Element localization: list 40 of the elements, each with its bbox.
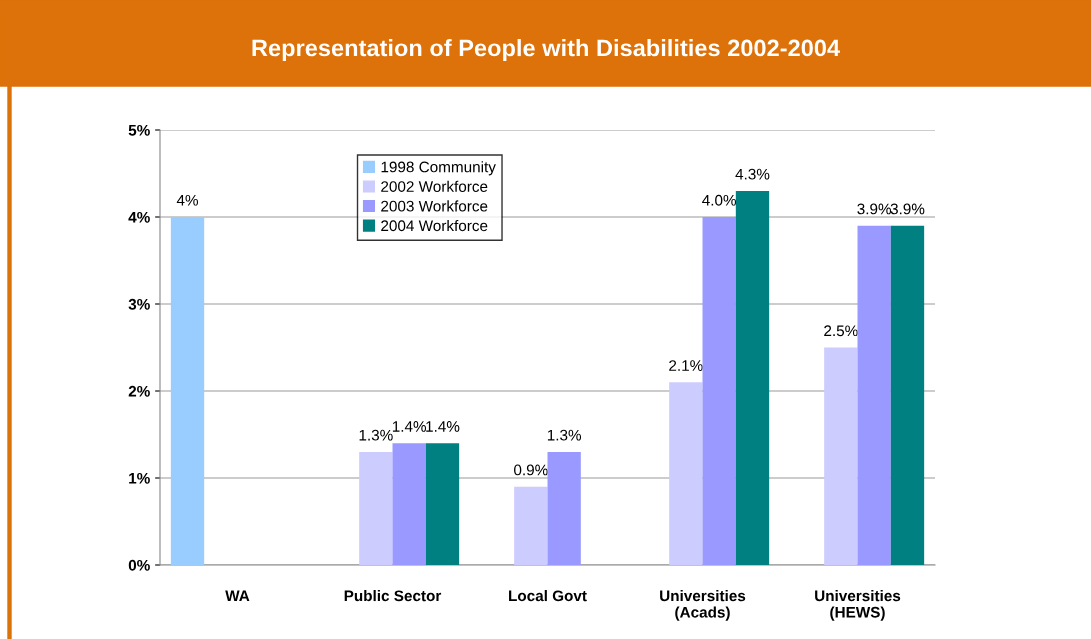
chart-title: Representation of People with Disabilities 2002-2004: [252, 39, 840, 62]
x-tick-label: Universities (Acads): [660, 590, 746, 621]
bar: [702, 217, 736, 565]
y-tick-label: 0%: [128, 559, 150, 571]
data-label: 2.1%: [669, 360, 703, 371]
data-label: 2.5%: [824, 325, 858, 337]
y-tick-label: 5%: [128, 124, 150, 136]
y-tick-label: 2%: [128, 385, 150, 397]
data-label: 1.4%: [392, 421, 427, 432]
data-label: 4%: [176, 194, 199, 206]
data-label: 4.0%: [702, 194, 737, 206]
bar: [170, 217, 205, 565]
bar: [547, 451, 581, 565]
x-tick-label: Universities (HEWS): [815, 590, 901, 621]
legend-label: 1998 Community: [381, 161, 496, 176]
bar: [392, 443, 426, 565]
legend-label: 2002 Workforce: [381, 180, 488, 192]
legend-label: 2004 Workforce: [381, 219, 488, 232]
bar: [890, 225, 925, 565]
x-tick-label: WA: [225, 590, 250, 602]
bar: [857, 225, 891, 565]
x-tick-label: Public Sector: [344, 590, 442, 602]
data-label: 1.3%: [547, 429, 582, 441]
data-label: 1.3%: [359, 429, 393, 441]
x-tick-label: Local Govt: [509, 590, 587, 602]
y-tick-label: 3%: [128, 298, 150, 310]
y-tick-label: 4%: [128, 211, 150, 223]
data-label: 3.9%: [857, 203, 892, 215]
data-label: 3.9%: [890, 203, 925, 215]
bar: [824, 347, 858, 565]
bar: [669, 382, 703, 565]
bar: [735, 190, 770, 565]
legend-label: 2003 Workforce: [381, 200, 488, 212]
data-label: 4.3%: [735, 168, 770, 180]
bar: [359, 451, 393, 565]
y-tick-label: 1%: [129, 472, 150, 484]
data-label: 0.9%: [514, 464, 548, 476]
bar: [514, 486, 548, 565]
bar: [425, 443, 460, 565]
data-label: 1.4%: [426, 421, 460, 432]
